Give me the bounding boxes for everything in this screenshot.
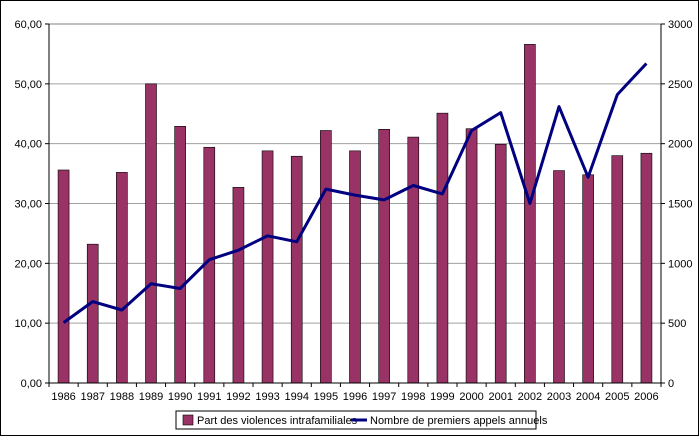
bar-1989 — [145, 83, 157, 384]
left-tick-label: 30,00 — [14, 199, 42, 211]
x-tick-label-2006: 2006 — [634, 391, 658, 403]
legend: Part des violences intrafamiliales Nombr… — [175, 410, 548, 430]
right-tick-label: 1000 — [668, 258, 692, 270]
x-tick-label-1989: 1989 — [139, 391, 163, 403]
right-axis: 0 500 1000 1500 2000 2500 3000 — [660, 19, 692, 390]
left-tick-label: 20,00 — [14, 258, 42, 270]
x-tick-label-2005: 2005 — [605, 391, 629, 403]
legend-bar-label: Part des violences intrafamiliales — [197, 415, 358, 427]
bar-1988 — [116, 172, 128, 384]
x-tick-label-1986: 1986 — [51, 391, 75, 403]
bar-1996 — [349, 150, 361, 384]
x-tick-label-2001: 2001 — [488, 391, 512, 403]
bar-1990 — [174, 126, 186, 384]
x-tick-label-2002: 2002 — [518, 391, 542, 403]
bar-1987 — [86, 243, 99, 384]
bar-1986 — [57, 169, 70, 384]
bar-2002 — [524, 44, 536, 384]
bar-1997 — [378, 129, 390, 384]
left-tick-label: 50,00 — [14, 79, 42, 91]
bar-2004 — [582, 174, 594, 384]
left-tick-label: 40,00 — [14, 139, 42, 151]
x-tick-label-1998: 1998 — [401, 391, 425, 403]
x-tick-label-2003: 2003 — [547, 391, 571, 403]
bar-1993 — [261, 150, 274, 384]
x-tick-label-1988: 1988 — [110, 391, 134, 403]
x-tick-label-1999: 1999 — [430, 391, 454, 403]
right-tick-label: 3000 — [668, 19, 692, 31]
x-tick-label-1990: 1990 — [168, 391, 192, 403]
x-tick-label-1987: 1987 — [80, 391, 104, 403]
left-tick-label: 0,00 — [21, 378, 42, 390]
right-tick-label: 1500 — [668, 199, 692, 211]
bar-1998 — [407, 136, 420, 384]
left-tick-label: 60,00 — [14, 19, 42, 31]
x-tick-label-2000: 2000 — [459, 391, 483, 403]
bar-1995 — [320, 130, 332, 384]
x-tick-label-1991: 1991 — [197, 391, 221, 403]
x-tick-label-1992: 1992 — [226, 391, 250, 403]
x-tick-label-1997: 1997 — [372, 391, 396, 403]
bar-2000 — [465, 128, 478, 384]
left-tick-label: 10,00 — [14, 318, 42, 330]
x-tick-label-1995: 1995 — [314, 391, 338, 403]
bar-1999 — [436, 112, 449, 384]
line-series — [62, 62, 648, 324]
bar-series — [57, 44, 653, 384]
x-tick-label-2004: 2004 — [576, 391, 600, 403]
bar-1992 — [232, 187, 245, 384]
bar-1994 — [290, 155, 303, 384]
left-axis: 0,00 10,00 20,00 30,00 40,00 50,00 60,00 — [14, 19, 50, 390]
x-tick-label-1994: 1994 — [284, 391, 308, 403]
right-tick-label: 2500 — [668, 79, 692, 91]
x-tick-label-1996: 1996 — [343, 391, 367, 403]
bar-2003 — [553, 170, 565, 384]
bar-2005 — [611, 155, 624, 384]
legend-line-label: Nombre de premiers appels annuels — [370, 415, 548, 427]
bar-2001 — [494, 143, 507, 384]
x-axis: 1986 1987 1988 1989 1990 1991 1992 1993 1994 1995… — [48, 382, 662, 403]
legend-bar-swatch — [182, 414, 194, 426]
x-tick-label-1993: 1993 — [255, 391, 279, 403]
right-tick-label: 0 — [668, 378, 674, 390]
right-tick-label: 500 — [668, 318, 686, 330]
right-tick-label: 2000 — [668, 139, 692, 151]
bar-2006 — [640, 152, 653, 384]
